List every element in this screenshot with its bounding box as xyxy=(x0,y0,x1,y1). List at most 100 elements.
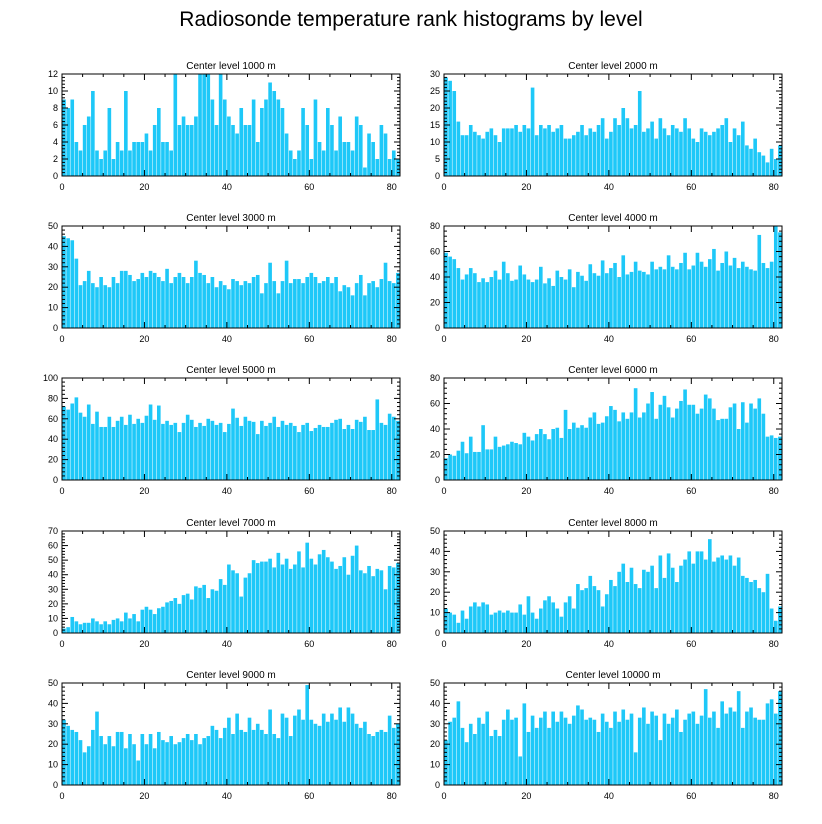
bar xyxy=(493,135,498,176)
x-tick-label: 20 xyxy=(521,791,531,801)
bar xyxy=(194,116,198,176)
x-tick-label: 60 xyxy=(304,791,314,801)
bar xyxy=(506,128,510,176)
y-tick-label: 80 xyxy=(430,373,440,383)
bar xyxy=(571,608,576,633)
bar xyxy=(222,432,227,480)
bar xyxy=(526,128,531,176)
bar xyxy=(571,135,576,176)
bar xyxy=(387,413,392,480)
bar xyxy=(396,159,400,176)
x-tick-label: 0 xyxy=(441,639,446,649)
bar xyxy=(757,588,762,633)
x-tick-label: 60 xyxy=(686,791,696,801)
bar xyxy=(679,400,683,480)
bar xyxy=(464,453,469,480)
bar xyxy=(646,571,650,633)
panel-9: 0 20 40 60 80 0 10 20 30 40 50 Center level 9000 m xyxy=(48,670,401,801)
bar xyxy=(720,262,724,328)
bar xyxy=(530,612,535,633)
bar xyxy=(383,133,388,176)
bar xyxy=(132,614,136,633)
bar xyxy=(268,422,272,480)
bar xyxy=(464,274,469,328)
bar xyxy=(346,287,351,328)
bar xyxy=(563,409,568,481)
bar xyxy=(600,118,605,176)
bar xyxy=(338,116,342,176)
bar xyxy=(773,226,778,328)
bar xyxy=(769,435,774,481)
bar xyxy=(358,570,363,633)
bar xyxy=(448,721,452,785)
bar xyxy=(646,128,650,176)
bar xyxy=(712,408,716,480)
bar xyxy=(716,420,720,480)
bar xyxy=(485,282,490,328)
bar xyxy=(481,425,485,480)
bar xyxy=(358,125,363,176)
bar xyxy=(456,701,461,785)
bar xyxy=(650,565,654,633)
bar xyxy=(354,723,359,785)
bar xyxy=(592,273,597,328)
bar xyxy=(239,285,244,328)
x-tick-label: 20 xyxy=(521,334,531,344)
bar xyxy=(464,618,469,633)
bar xyxy=(152,272,157,328)
bar xyxy=(493,729,498,785)
bar xyxy=(539,429,543,480)
bar xyxy=(140,609,145,633)
bar xyxy=(396,420,400,480)
bar xyxy=(559,277,564,328)
bar xyxy=(62,628,66,633)
bar xyxy=(107,736,112,785)
bar xyxy=(391,416,396,480)
bar xyxy=(642,131,646,176)
bar xyxy=(493,612,498,633)
y-tick-label: 60 xyxy=(48,541,58,551)
bar xyxy=(371,142,375,176)
bar xyxy=(144,606,149,633)
bar xyxy=(198,744,202,785)
bar xyxy=(493,270,498,329)
bar xyxy=(468,436,473,480)
bar xyxy=(716,557,720,633)
x-tick-label: 60 xyxy=(686,486,696,496)
bar xyxy=(247,573,252,633)
bar xyxy=(140,142,145,176)
bar xyxy=(148,609,153,633)
plot-frame xyxy=(61,530,401,634)
bar xyxy=(218,422,223,480)
bar xyxy=(144,415,149,480)
bar xyxy=(185,593,190,633)
bar xyxy=(231,734,235,785)
bar xyxy=(111,746,116,785)
bar xyxy=(604,594,609,633)
x-tick-label: 20 xyxy=(139,791,149,801)
bar xyxy=(161,423,165,480)
bar xyxy=(646,274,650,328)
bar xyxy=(272,734,277,785)
bar xyxy=(169,424,173,480)
bar xyxy=(342,721,347,785)
y-tick-label: 50 xyxy=(430,678,440,688)
bar xyxy=(342,142,347,176)
y-tick-label: 20 xyxy=(430,587,440,597)
bar xyxy=(749,582,753,633)
x-tick-label: 60 xyxy=(304,182,314,192)
bar xyxy=(728,407,733,480)
bar xyxy=(584,719,588,785)
bar xyxy=(165,602,169,633)
bar xyxy=(391,727,396,785)
bar xyxy=(218,281,223,328)
bar xyxy=(140,272,145,328)
panel-title: Center level 8000 m xyxy=(568,518,658,529)
panel-3: 0 20 40 60 80 0 10 20 30 40 50 Center level 3000 m xyxy=(48,213,401,344)
bar xyxy=(559,711,564,785)
bar xyxy=(662,577,667,633)
y-tick-label: 0 xyxy=(53,628,58,638)
bar xyxy=(460,135,465,176)
bar xyxy=(712,561,716,633)
bar xyxy=(206,598,211,633)
